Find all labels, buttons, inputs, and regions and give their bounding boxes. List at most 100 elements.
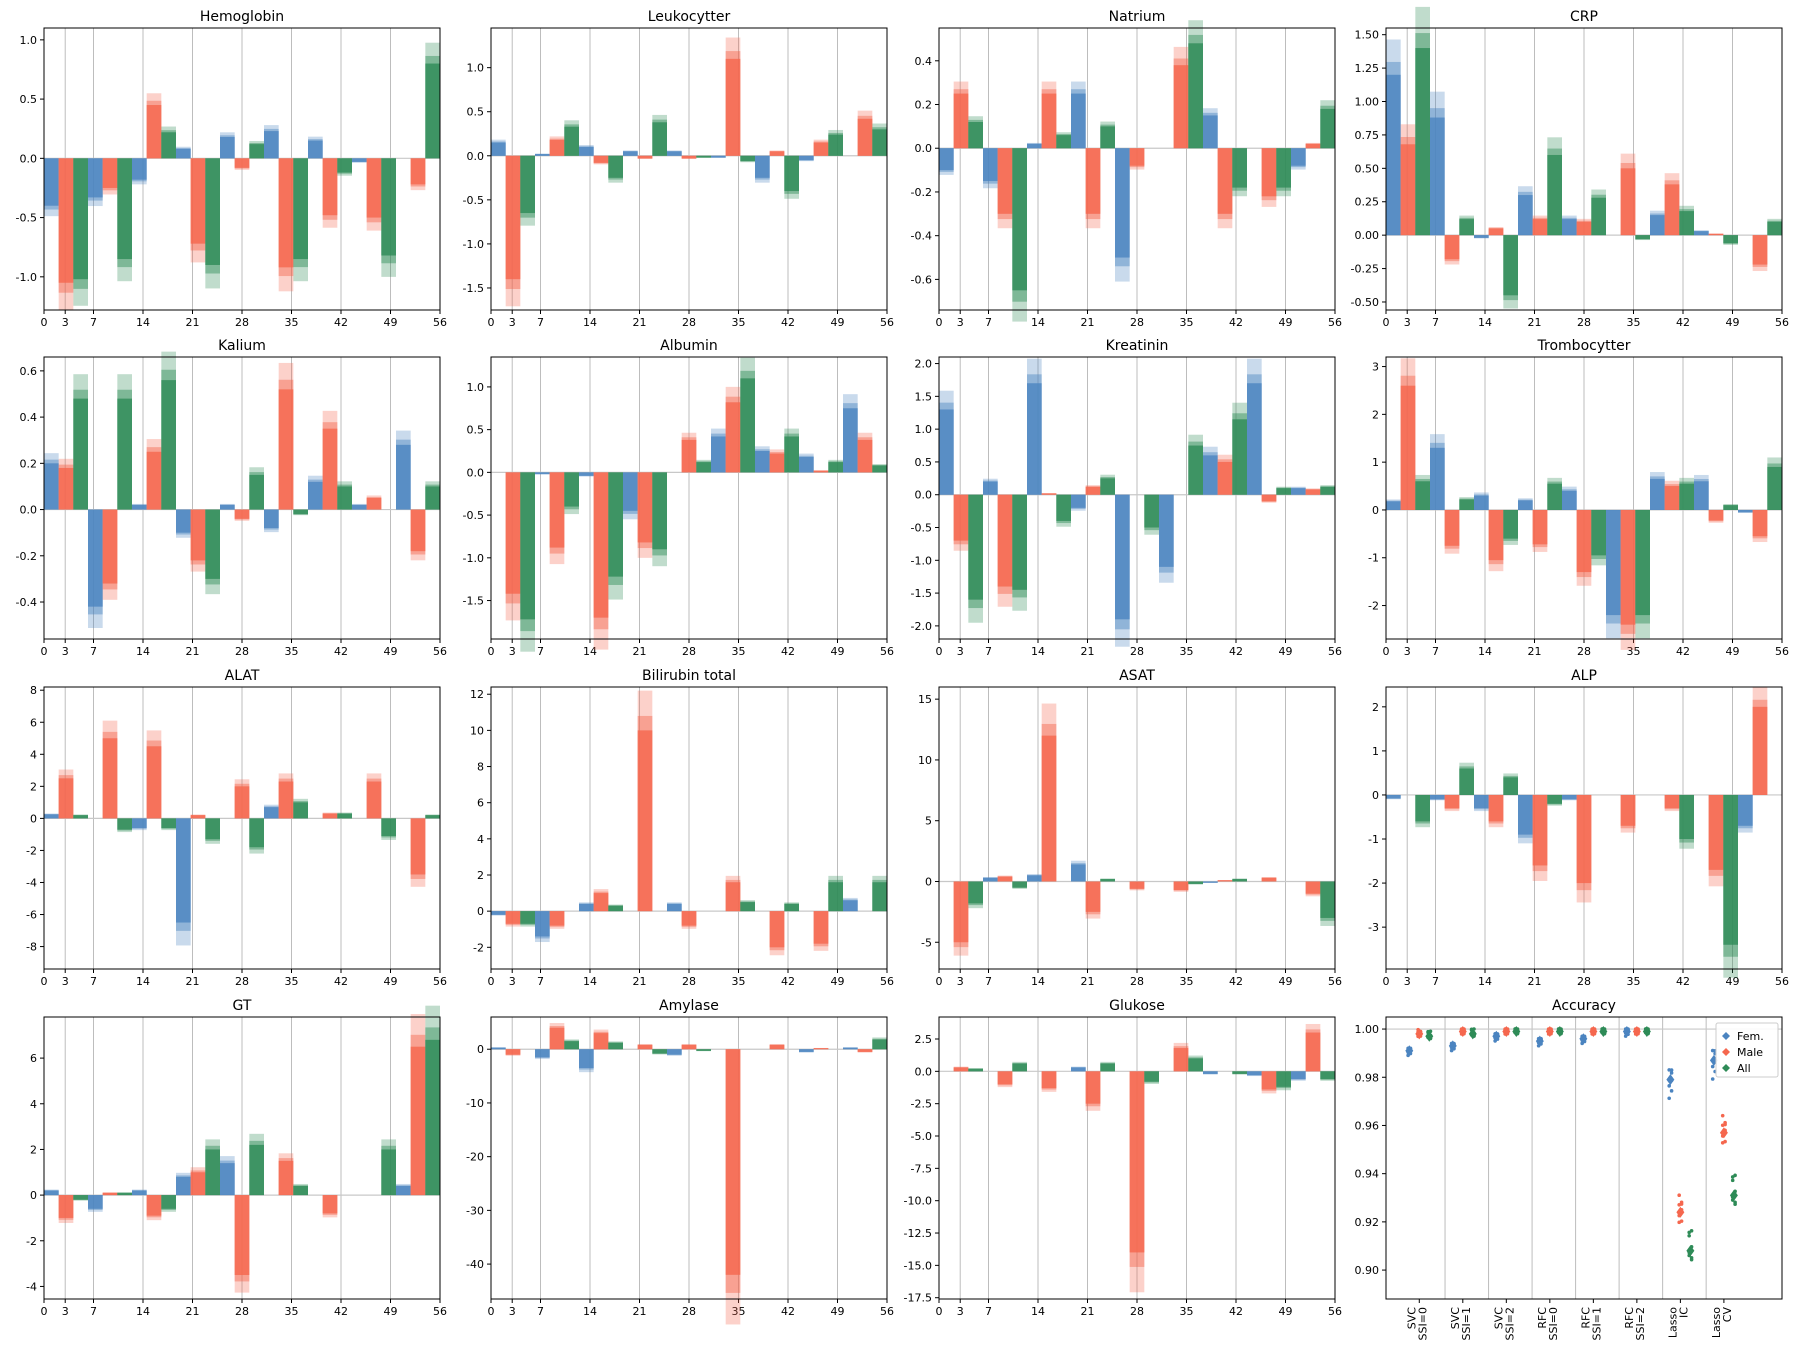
bar-male [322,158,338,216]
legend-marker-male [1722,1048,1730,1056]
x-tick-label: 35 [732,1305,746,1318]
x-tick-label: 0 [41,316,48,329]
bar-fem [939,409,954,495]
y-tick-label: -0.5 [911,522,932,535]
x-tick-label: 49 [831,645,845,658]
bar-male [1620,509,1636,625]
bar-all [1459,499,1474,510]
x-tick-label: 28 [235,645,249,658]
bar-fem [1386,501,1401,510]
x-tick-label: 21 [186,316,200,329]
bar-all [652,472,667,550]
x-tick-label: 35 [285,645,299,658]
x-tick-label: Lasso [1710,1307,1723,1338]
bar-all [1723,794,1738,945]
y-tick-label: 1.0 [467,62,485,75]
x-tick-label: 28 [1130,316,1144,329]
bar-fem [1738,509,1753,513]
bar-all [1679,211,1694,236]
bar-all [73,1195,88,1200]
y-tick-label: 1.25 [1355,62,1380,75]
x-tick-label: 7 [985,645,992,658]
scatter-point-fem [1669,1089,1674,1093]
x-tick-label: 14 [1031,645,1045,658]
bar-male [505,911,521,924]
subplot-title: Albumin [660,338,718,354]
bar-all [1144,494,1159,528]
x-tick-label: 42 [334,975,348,988]
mean-marker-male [1676,1206,1685,1218]
x-tick-label: 14 [136,1305,150,1318]
y-tick-label: 4 [30,1098,37,1111]
bar-male [1532,509,1548,545]
x-tick-label: 35 [732,645,746,658]
x-tick-label: 49 [1279,975,1293,988]
plot-frame [490,27,888,311]
x-tick-label: 7 [537,316,544,329]
bar-fem [1562,490,1577,510]
bar-male [1217,148,1233,214]
scatter-point-fem [1710,1077,1715,1081]
bar-male [1400,144,1416,236]
bar-all [1320,108,1335,149]
bar-fem [491,1047,506,1050]
bar-fem [491,911,506,915]
plot-frame [43,1016,441,1300]
bar-fem [799,1049,814,1052]
x-tick-label: 14 [583,316,597,329]
bar-all [249,474,264,510]
bar-fem [1115,148,1130,258]
plot-frame [43,27,441,311]
x-tick-label: 56 [880,975,894,988]
x-tick-label: RFC [1623,1307,1636,1329]
subplot-title: Hemoglobin [200,9,284,25]
bar-all [652,1049,667,1054]
x-tick-label: 49 [1279,316,1293,329]
x-tick-label: 7 [985,975,992,988]
bar-fem [1694,231,1709,236]
mean-marker-fem [1405,1045,1414,1057]
y-tick-label: 1.5 [915,390,933,403]
bar-fem [1071,864,1086,882]
bar-male [1305,143,1321,149]
x-tick-label: 3 [957,1305,964,1318]
x-tick-label: 49 [831,975,845,988]
y-tick-label: 0.2 [20,457,38,470]
bar-all [381,158,396,256]
x-tick-label: 14 [136,645,150,658]
bar-all [381,1149,396,1196]
bar-all [1232,1071,1247,1074]
x-tick-label: 0 [936,1305,943,1318]
x-tick-label: 21 [1081,975,1095,988]
x-tick-label: 56 [1775,645,1789,658]
x-tick-label: 3 [1404,975,1411,988]
bar-all [1547,483,1562,510]
scatter-point-fem [1710,1064,1715,1069]
bar-male [410,1046,426,1196]
bar-all [1188,445,1203,495]
bar-all [161,1195,176,1209]
bar-fem [535,911,550,937]
x-tick-label: 14 [1031,316,1045,329]
bar-male [1664,184,1680,236]
x-tick-label: 28 [1130,1305,1144,1318]
y-tick-label: -2 [473,941,484,954]
bar-all [872,465,887,473]
bar-male [58,158,74,283]
bar-male [1305,489,1321,495]
bar-fem [535,1049,550,1058]
bar-all [161,818,176,828]
y-tick-label: 2 [477,869,484,882]
bar-all [828,134,843,156]
y-tick-label: 0.0 [20,504,38,517]
bar-male [102,509,118,584]
bar-male [681,155,697,159]
y-tick-label: -12.5 [904,1227,932,1240]
y-tick-label: -40 [466,1258,484,1271]
plot-frame [490,356,888,640]
bar-fem [88,158,103,198]
bar-all [425,63,440,159]
bar-all [608,155,623,178]
